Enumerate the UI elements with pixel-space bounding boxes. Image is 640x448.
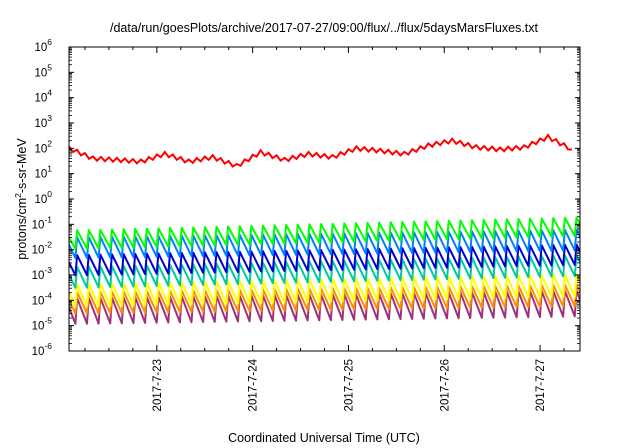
y-tick-label: 10-5 [32,316,53,333]
y-tick-label: 10-3 [32,265,53,282]
chart-title: /data/run/goesPlots/archive/2017-07-27/0… [110,21,539,35]
y-tick-label: 100 [34,189,52,206]
y-tick-label: 103 [34,113,52,130]
y-axis: 10-6 10-5 10-4 10-3 10-2 10-1 100 101 102 103 104 1… [32,37,580,358]
series-line-yellow [69,273,580,308]
y-tick-label: 10-2 [32,240,53,257]
y-tick-label: 106 [34,37,52,54]
series-line-light-blue [69,228,580,260]
x-tick-label: 2017-7-25 [343,359,355,411]
y-tick-label: 105 [34,62,52,79]
y-axis-label: protons/cm2-s-sr-MeV [13,138,29,260]
y-tick-label: 10-6 [32,341,53,358]
y-axis-label-sup: 2 [13,193,23,198]
y-tick-label: 104 [34,88,52,105]
y-axis-label-main: protons/cm [15,198,29,260]
y-tick-label: 10-4 [32,290,53,307]
x-tick-label: 2017-7-23 [152,359,164,411]
y-tick-label: 101 [34,164,52,181]
series-line-green [69,216,580,250]
x-axis: 2017-7-23 2017-7-24 2017-7-25 2017-7-26 2017… [84,47,565,411]
x-tick-label: 2017-7-26 [439,359,451,411]
series-line-red [69,133,573,168]
x-tick-label: 2017-7-27 [535,359,547,411]
y-axis-label-rest: -s-sr-MeV [15,138,29,194]
y-tick-label: 102 [34,138,52,155]
x-tick-label: 2017-7-24 [248,358,260,411]
series-line-dark-blue [69,243,580,277]
x-axis-label: Coordinated Universal Time (UTC) [228,431,420,445]
y-tick-label: 10-1 [32,214,53,231]
